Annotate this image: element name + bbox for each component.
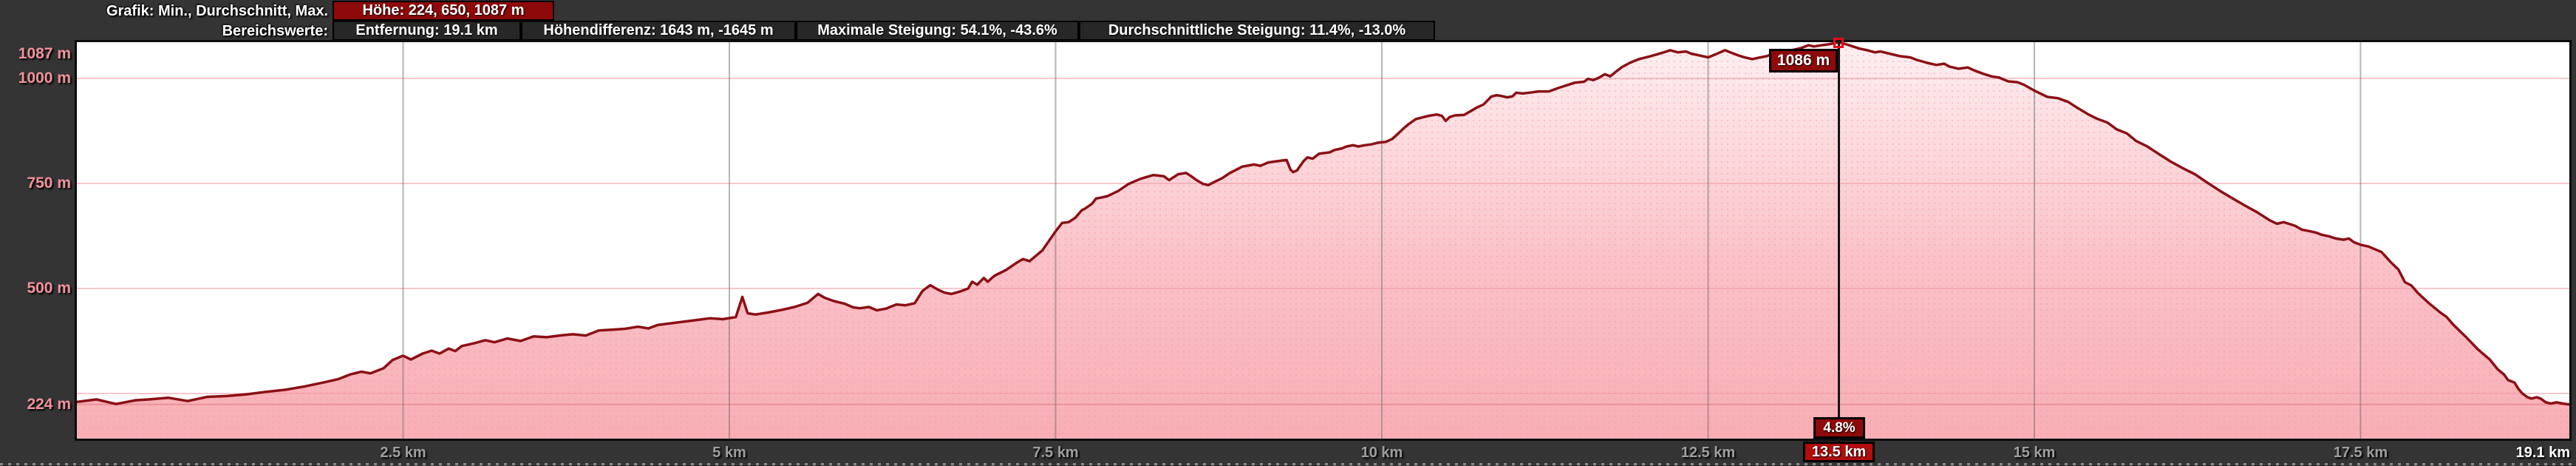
range-values-label: Bereichswerte:: [222, 23, 328, 39]
cursor-elevation-badge: 1086 m: [1769, 49, 1839, 72]
x-axis-tick-label: 5 km: [712, 445, 746, 461]
x-axis-tick-label: 17.5 km: [2333, 445, 2388, 461]
elevation-difference-box: Höhendifferenz: 1643 m, -1645 m: [521, 21, 796, 41]
peak-marker-icon: [1833, 38, 1844, 48]
elevation-chart-plot-area[interactable]: [75, 40, 2572, 441]
x-axis-end-label: 19.1 km: [2515, 445, 2570, 461]
max-grade-box: Maximale Steigung: 54.1%, -43.6%: [796, 21, 1079, 41]
cursor-distance-badge: 13.5 km: [1803, 442, 1875, 462]
y-axis-tick-label: 1000 m: [18, 70, 71, 87]
range-values-boxes: Entfernung: 19.1 km Höhendifferenz: 1643…: [333, 21, 1435, 41]
distance-box: Entfernung: 19.1 km: [333, 21, 521, 41]
avg-grade-box: Durchschnittliche Steigung: 11.4%, -13.0…: [1079, 21, 1435, 41]
x-axis-tick-label: 7.5 km: [1032, 445, 1079, 461]
y-axis-tick-label: 750 m: [27, 175, 71, 192]
elevation-area-chart: [77, 42, 2569, 439]
x-axis-tick-label: 12.5 km: [1680, 445, 1736, 461]
y-axis-tick-label: 1087 m: [18, 45, 71, 62]
x-axis-tick-label: 15 km: [2013, 445, 2056, 461]
cursor-line[interactable]: [1837, 40, 1840, 442]
elevation-min-avg-max-badge: Höhe: 224, 650, 1087 m: [333, 1, 554, 21]
x-axis-tick-label: 2.5 km: [380, 445, 426, 461]
y-axis-tick-label: 224 m: [27, 395, 71, 413]
cursor-slope-badge: 4.8%: [1813, 417, 1866, 439]
bottom-dotted-divider: [0, 463, 2576, 465]
y-axis-tick-label: 500 m: [27, 280, 71, 297]
x-axis-tick-label: 10 km: [1360, 445, 1403, 461]
graph-stats-label: Grafik: Min., Durchschnitt, Max.: [106, 3, 328, 19]
